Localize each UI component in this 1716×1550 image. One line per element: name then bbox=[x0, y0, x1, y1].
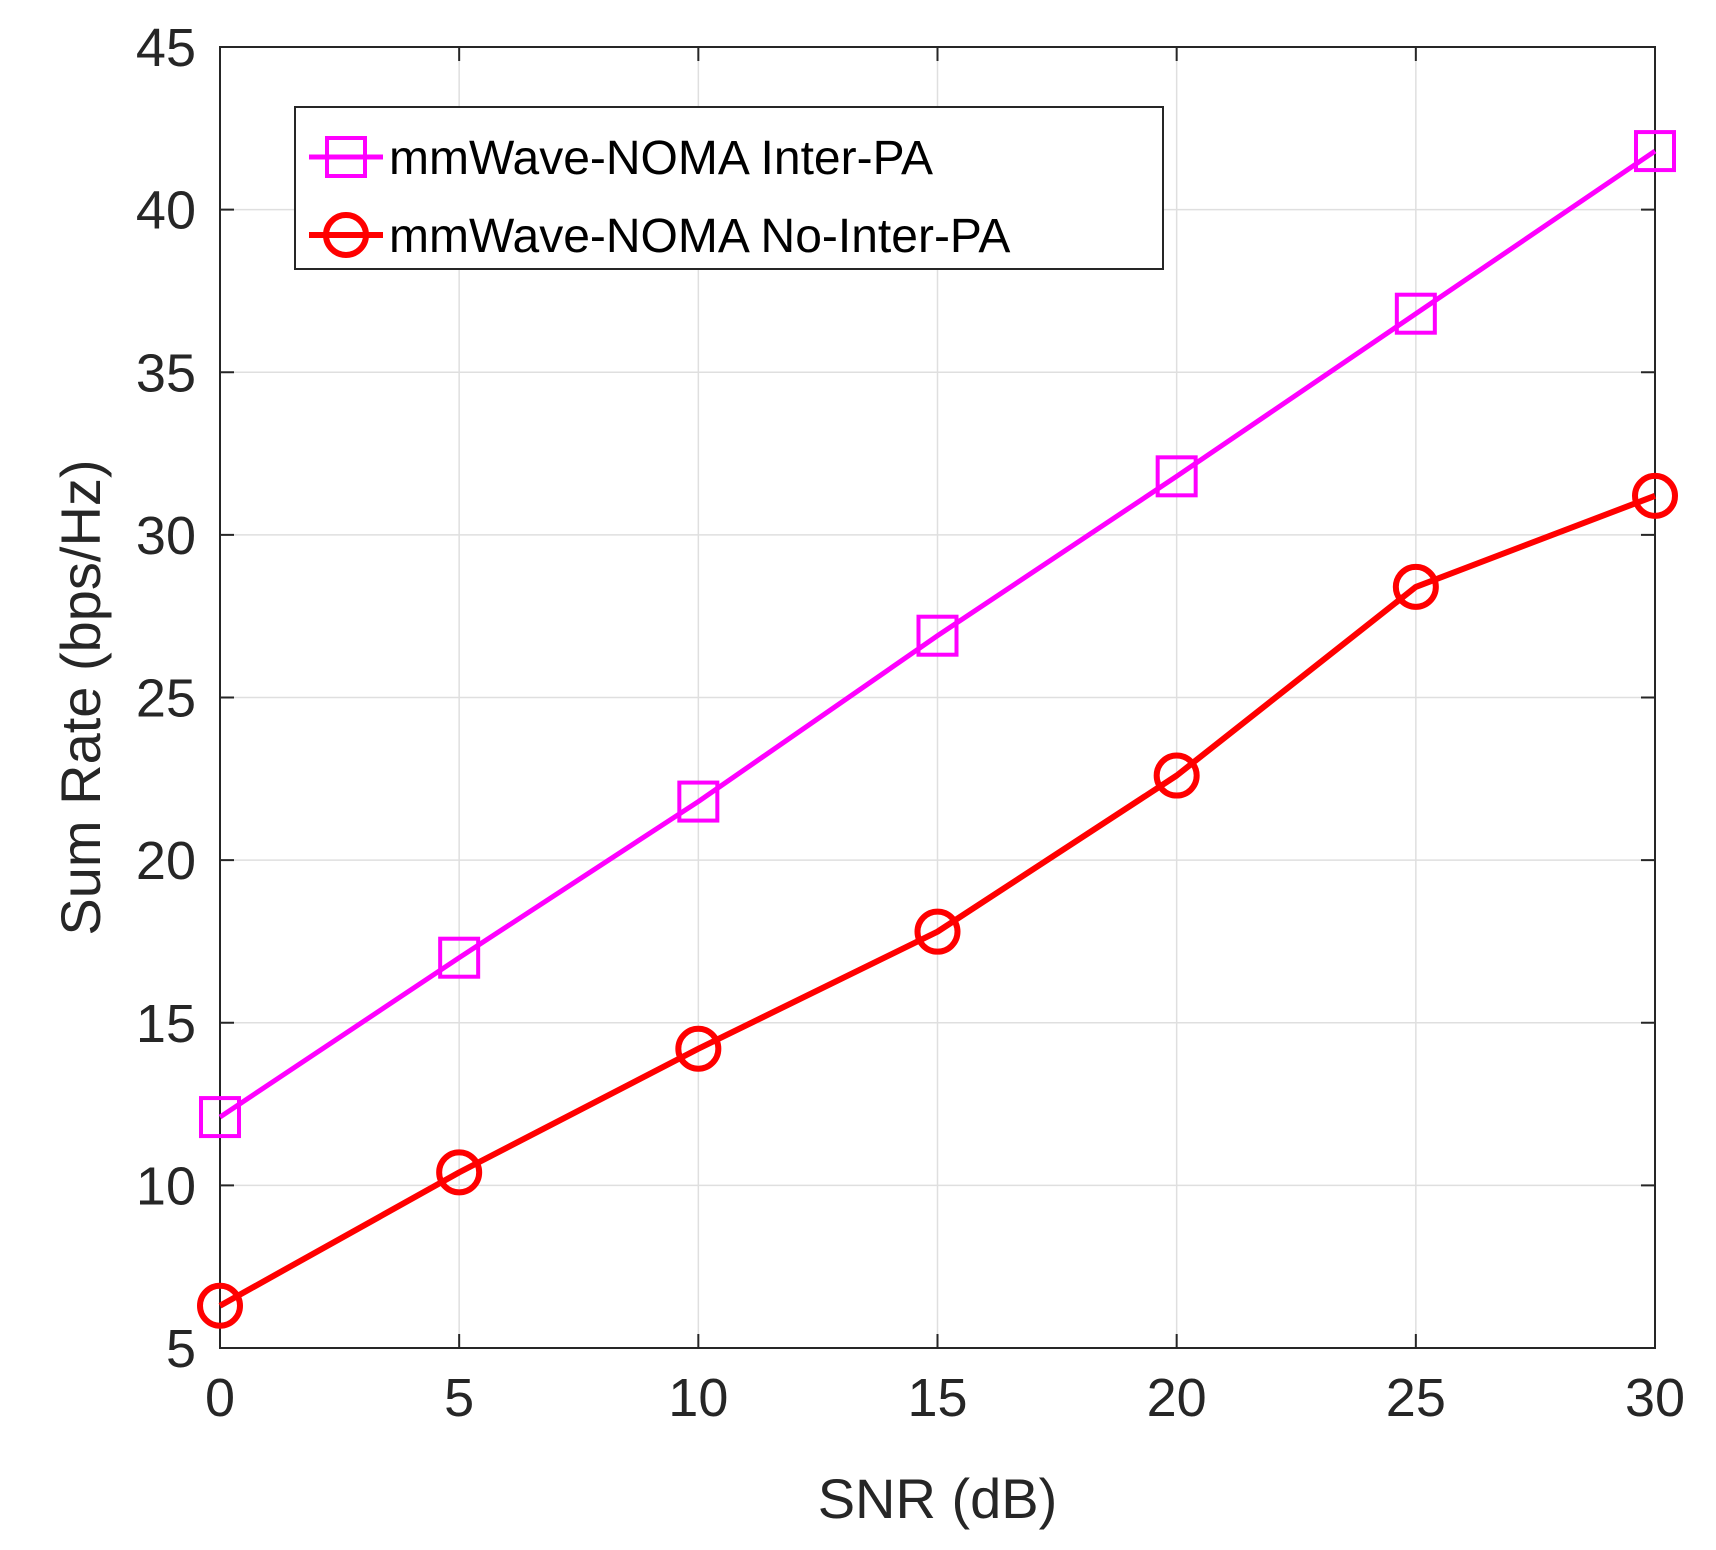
x-tick-label: 25 bbox=[1386, 1368, 1446, 1428]
x-tick-label: 5 bbox=[444, 1368, 474, 1428]
data-point-circle bbox=[675, 1025, 722, 1072]
y-tick-label: 30 bbox=[136, 506, 196, 566]
x-axis-label: SNR (dB) bbox=[818, 1467, 1058, 1530]
data-point-circle bbox=[1632, 472, 1678, 519]
legend-label: mmWave-NOMA No-Inter-PA bbox=[389, 210, 1010, 263]
y-tick-label: 35 bbox=[136, 343, 196, 403]
data-point-square bbox=[677, 780, 720, 823]
data-point-square bbox=[1634, 130, 1676, 173]
legend-box bbox=[294, 106, 1164, 270]
data-point-circle bbox=[197, 1282, 243, 1329]
y-tick-label: 45 bbox=[136, 18, 196, 78]
y-axis-label: Sum Rate (bps/Hz) bbox=[49, 459, 112, 935]
data-point-square bbox=[199, 1096, 241, 1139]
legend-marker-square bbox=[325, 136, 367, 178]
legend-label: mmWave-NOMA Inter-PA bbox=[389, 132, 933, 185]
legend-entry: mmWave-NOMA Inter-PA bbox=[309, 132, 933, 185]
data-point-circle bbox=[914, 908, 961, 955]
legend-marker-circle bbox=[323, 212, 369, 258]
y-tick-label: 10 bbox=[136, 1156, 196, 1216]
data-series bbox=[197, 130, 1678, 1329]
legend-entry: mmWave-NOMA No-Inter-PA bbox=[309, 210, 1010, 263]
data-point-square bbox=[1155, 455, 1198, 498]
y-tick-label: 40 bbox=[136, 181, 196, 241]
data-point-square bbox=[1394, 292, 1437, 335]
data-point-circle bbox=[436, 1149, 483, 1196]
data-point-circle bbox=[1153, 752, 1200, 799]
y-tick-label: 5 bbox=[166, 1319, 196, 1379]
series-inter-pa bbox=[199, 130, 1676, 1139]
x-tick-label: 10 bbox=[668, 1368, 728, 1428]
data-point-circle bbox=[1392, 563, 1439, 610]
data-point-square bbox=[438, 936, 481, 979]
series-no-inter-pa bbox=[197, 472, 1678, 1329]
data-point-square bbox=[916, 614, 959, 657]
x-tick-label: 15 bbox=[907, 1368, 967, 1428]
y-tick-label: 15 bbox=[136, 994, 196, 1054]
legend: mmWave-NOMA Inter-PA mmWave-NOMA No-Inter… bbox=[294, 106, 1164, 270]
series-line bbox=[218, 493, 1657, 1309]
x-tick-label: 20 bbox=[1147, 1368, 1207, 1428]
x-tick-label: 0 bbox=[205, 1368, 235, 1428]
y-tick-label: 20 bbox=[136, 831, 196, 891]
y-tick-label: 25 bbox=[136, 669, 196, 729]
series-line bbox=[218, 149, 1657, 1120]
x-tick-label: 30 bbox=[1625, 1368, 1685, 1428]
